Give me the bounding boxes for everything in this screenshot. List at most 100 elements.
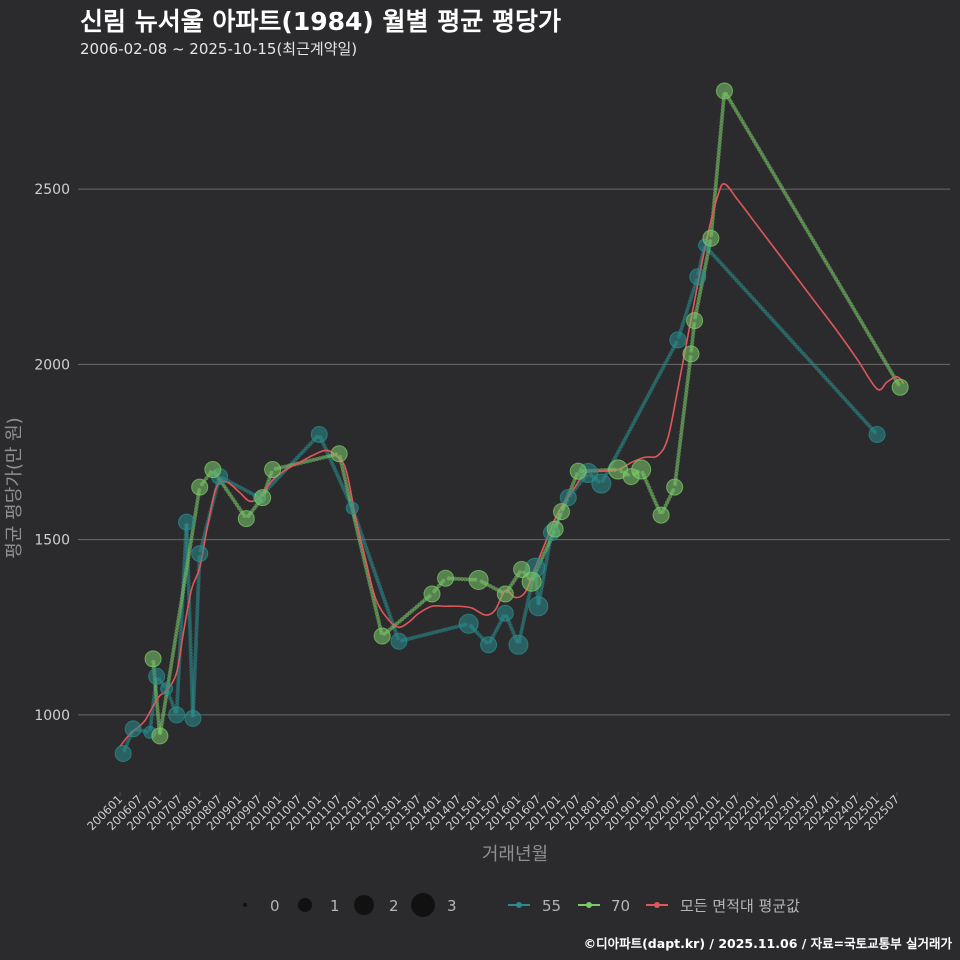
trend-dot-s55 — [194, 622, 199, 627]
trend-dot-s55 — [194, 616, 200, 621]
trend-dot-s70 — [687, 361, 692, 366]
trend-dot-s55 — [178, 626, 184, 631]
trend-dot-s55 — [192, 674, 197, 679]
trend-dot-s70 — [283, 464, 288, 469]
trend-dot-s55 — [176, 674, 181, 679]
trend-dot-s70 — [718, 130, 723, 135]
y-axis-ticks: 1000 1500 2000 2500 — [34, 182, 70, 724]
trend-dot-s55 — [524, 607, 529, 612]
trend-dot-s70 — [717, 136, 723, 142]
trend-dot-s55 — [184, 529, 189, 534]
trend-dot-s55 — [196, 580, 201, 585]
trend-dot-s70 — [714, 178, 719, 183]
trend-dot-s70 — [194, 507, 199, 512]
trend-dot-s55 — [538, 591, 543, 596]
trend-dot-s55 — [189, 671, 194, 676]
trend-dot-s70 — [173, 634, 178, 640]
data-point-s70 — [715, 82, 733, 100]
data-point-s55 — [178, 513, 196, 531]
trend-dot-s70 — [340, 467, 345, 472]
data-point-s70 — [702, 229, 720, 247]
data-point-s55 — [114, 744, 132, 762]
trend-dot-s70 — [171, 650, 176, 656]
trend-dot-s70 — [675, 458, 680, 464]
trend-dot-s70 — [698, 289, 703, 295]
trend-dot-s70 — [154, 692, 159, 697]
trend-dot-s70 — [685, 377, 690, 382]
trend-dot-s70 — [172, 644, 177, 649]
trend-dot-s55 — [187, 616, 192, 621]
trend-dot-s70 — [341, 470, 346, 475]
trend-dot-s70 — [175, 625, 180, 630]
chart-title: 신림 뉴서울 아파트(1984) 월별 평균 평당가 — [80, 7, 561, 36]
legend-avg-label: 모든 면적대 평균값 — [680, 897, 800, 915]
trend-dot-s70 — [162, 705, 167, 710]
trend-dot-s55 — [441, 628, 446, 633]
trend-dot-s55 — [519, 629, 524, 635]
trend-dot-s70 — [321, 455, 326, 460]
data-point-s55 — [184, 709, 202, 727]
trend-dot-s70 — [720, 108, 725, 113]
trend-dot-s70 — [715, 159, 721, 164]
trend-dot-s70 — [374, 611, 380, 617]
trend-dot-s55 — [192, 664, 198, 669]
trend-dot-s70 — [456, 576, 461, 582]
legend-size-dot-1 — [298, 898, 312, 912]
trend-dot-s70 — [715, 162, 720, 167]
trend-dot-s55 — [535, 591, 540, 596]
trend-dot-s70 — [704, 258, 709, 263]
trend-dot-s55 — [187, 622, 192, 628]
legend-size-label-0: 0 — [270, 897, 280, 915]
data-point-s55 — [508, 634, 529, 655]
data-point-s70 — [468, 569, 489, 590]
trend-dot-s55 — [149, 713, 154, 719]
y-tick-label: 1000 — [34, 708, 70, 724]
trend-dot-s70 — [373, 605, 378, 610]
data-point-s55 — [689, 268, 707, 286]
trend-dot-s55 — [182, 558, 187, 563]
trend-dot-s70 — [182, 577, 187, 582]
y-axis-title: 평균 평당가(만 원) — [4, 417, 25, 558]
trend-dot-s70 — [183, 574, 188, 579]
legend-avg-dot — [654, 902, 660, 908]
trend-dot-s55 — [187, 610, 192, 615]
data-point-s55 — [168, 706, 186, 724]
trend-dot-s55 — [450, 625, 455, 630]
trend-dot-s55 — [191, 700, 196, 705]
trend-dot-s70 — [676, 455, 681, 460]
trend-dot-s55 — [193, 658, 198, 663]
trend-dot-s70 — [171, 647, 176, 652]
trend-dot-s55 — [685, 306, 690, 311]
trend-dot-s70 — [161, 711, 166, 716]
trend-dot-s70 — [371, 599, 377, 604]
trend-dot-s55 — [682, 315, 687, 320]
data-point-s70 — [237, 510, 255, 528]
trend-dot-s70 — [161, 708, 167, 713]
trend-dot-s70 — [314, 456, 320, 462]
trend-dot-s55 — [188, 635, 193, 641]
data-point-s70 — [546, 520, 564, 538]
trend-dot-s55 — [544, 559, 549, 564]
trend-dot-s55 — [191, 696, 196, 702]
trend-dot-s55 — [684, 309, 689, 314]
trend-dot-s70 — [183, 571, 188, 576]
trend-dot-s70 — [176, 615, 181, 620]
trend-dot-s70 — [184, 567, 189, 573]
trend-dot-s70 — [192, 513, 198, 518]
trend-dot-s70 — [160, 714, 166, 719]
trend-dot-s70 — [680, 423, 685, 428]
trend-dot-s55 — [686, 303, 691, 308]
data-point-s55 — [480, 636, 498, 654]
trend-dot-s70 — [175, 622, 180, 627]
trend-dot-s55 — [679, 325, 684, 330]
data-point-s70 — [264, 461, 282, 479]
trend-dot-s55 — [176, 680, 181, 685]
trend-dot-s70 — [187, 548, 192, 553]
trend-dot-s70 — [678, 436, 683, 441]
trend-dot-s70 — [673, 475, 678, 480]
trend-dot-s55 — [188, 658, 194, 663]
trend-dot-s55 — [191, 693, 196, 698]
trend-dot-s70 — [718, 127, 724, 132]
